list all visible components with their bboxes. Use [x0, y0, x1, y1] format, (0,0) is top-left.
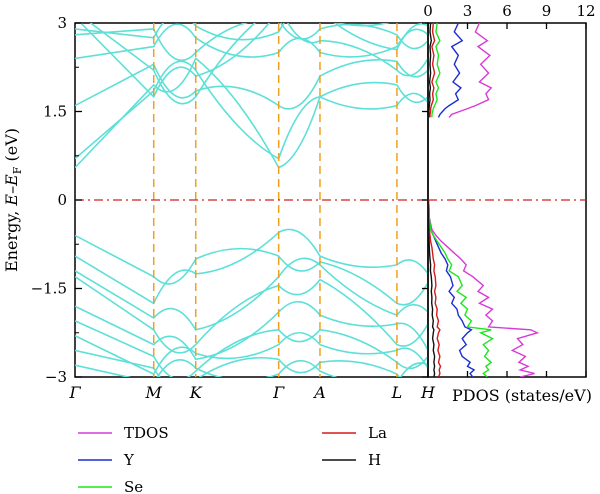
y-tick-label-2: 0	[57, 191, 67, 209]
y-axis-label: Energy, E–EF (eV)	[2, 128, 24, 272]
pdos-line-h-valence	[428, 199, 436, 377]
valence-band-6	[75, 320, 428, 377]
k-label-1: M	[145, 383, 163, 402]
legend-label-se: Se	[124, 478, 143, 494]
y-tick-label-4: −3	[45, 368, 67, 386]
y-axis-label-dash: –	[2, 186, 21, 194]
k-label-2: K	[189, 383, 203, 402]
k-label-6: H	[420, 383, 436, 402]
band-curves	[75, 23, 428, 377]
valence-band-1	[75, 228, 428, 305]
y-tick-label-1: 1.5	[43, 103, 67, 121]
pdos-line-la-conduction	[429, 23, 436, 118]
pdos-x-axis-label: PDOS (states/eV)	[452, 386, 592, 405]
pdos-x-axis-ticks: 0 3 6 9 12	[423, 2, 596, 377]
pdos-panel: 0 3 6 9 12 PDOS (states/eV)	[423, 2, 595, 405]
conduction-band-6	[79, 23, 390, 99]
valence-band-7	[75, 331, 428, 376]
k-label-5: L	[391, 383, 403, 402]
k-label-3: Γ	[272, 383, 285, 402]
valence-band-2	[75, 234, 428, 306]
conduction-band-3	[75, 59, 428, 110]
k-label-0: Γ	[68, 383, 81, 402]
x-tick-label-0: 0	[423, 2, 433, 20]
conduction-band-7	[89, 23, 428, 105]
x-tick-label-1: 3	[463, 2, 473, 20]
pdos-line-tdos-valence	[428, 199, 540, 377]
y-tick-label-3: −1.5	[31, 280, 67, 298]
x-tick-label-4: 12	[576, 2, 595, 20]
y-axis-label-prefix: Energy,	[2, 206, 21, 272]
valence-band-8	[75, 349, 428, 377]
legend-label-tdos: TDOS	[124, 424, 169, 442]
y-axis-label-ef: E	[2, 174, 21, 187]
conduction-band-4	[75, 23, 428, 60]
y-axis-label-subscript: F	[11, 166, 24, 174]
pdos-line-la-valence	[428, 199, 442, 377]
pdos-curves	[428, 23, 540, 377]
valence-band-9	[75, 359, 428, 377]
y-axis-label-unit: (eV)	[2, 128, 21, 167]
pdos-line-y-conduction	[437, 23, 464, 118]
x-tick-label-2: 6	[502, 2, 512, 20]
y-tick-label-0: 3	[57, 14, 67, 32]
k-label-4: A	[312, 383, 326, 402]
x-tick-label-3: 9	[542, 2, 552, 20]
valence-band-5	[75, 301, 428, 361]
pdos-line-se-valence	[428, 199, 494, 377]
pdos-line-tdos-conduction	[448, 23, 493, 118]
legend: TDOS Y Se La H	[78, 424, 387, 494]
legend-label-h: H	[368, 451, 381, 469]
pdos-line-h-conduction	[428, 23, 433, 118]
conduction-band-2	[75, 60, 428, 160]
pdos-line-se-conduction	[431, 23, 441, 118]
legend-label-la: La	[368, 424, 387, 442]
valence-band-3	[75, 257, 428, 331]
pdos-line-y-valence	[428, 199, 476, 377]
y-axis-label-e: E	[2, 194, 21, 207]
legend-label-y: Y	[123, 451, 135, 469]
y-axis-ticks: 3 1.5 0 −1.5 −3	[31, 14, 428, 386]
